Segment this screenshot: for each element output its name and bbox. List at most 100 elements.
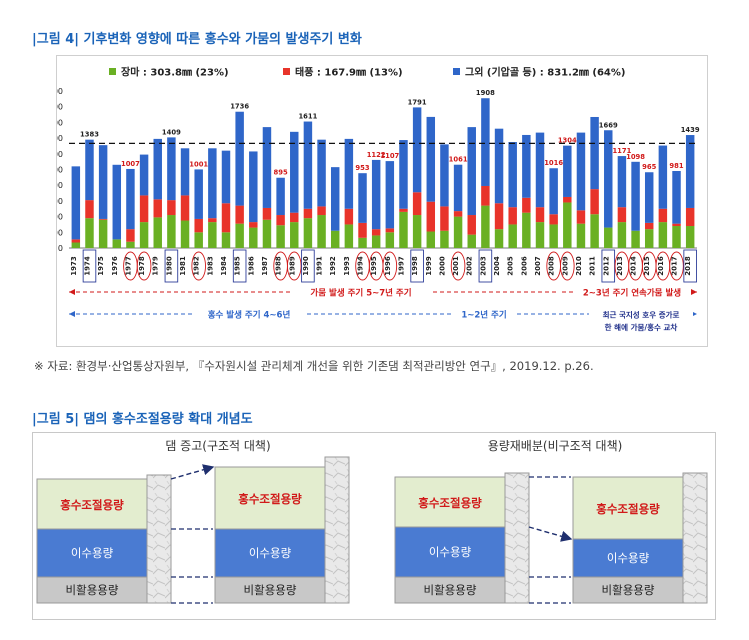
- data-label: 1791: [408, 98, 427, 106]
- bar-segment: [563, 145, 572, 197]
- bar-segment: [399, 140, 408, 209]
- left-raise-arrow: [170, 464, 215, 480]
- bar-segment: [180, 148, 190, 196]
- bar-segment: [631, 230, 640, 248]
- y-tick-label: 1,200: [57, 150, 63, 159]
- data-label: 953: [355, 164, 369, 172]
- bar-segment: [672, 223, 681, 227]
- x-tick-label: 2001: [452, 256, 460, 276]
- bar-segment: [139, 195, 149, 223]
- bar-segment: [85, 218, 94, 248]
- x-tick-label: 1973: [70, 256, 78, 276]
- bar-segment: [385, 161, 395, 229]
- dam-capacity-diagram-svg: 댐 증고(구조적 대책) 홍수조절용량 이수용량 비활용용량 홍수조절용량 이수…: [36, 438, 708, 604]
- bar-segment: [481, 98, 490, 186]
- bar-segment: [317, 206, 326, 216]
- x-tick-label: 2009: [561, 256, 569, 276]
- bar-segment: [576, 210, 586, 224]
- bar-segment: [658, 208, 668, 223]
- x-tick-label: 1998: [411, 256, 419, 276]
- bar-segment: [330, 230, 340, 248]
- bar-segment: [317, 215, 326, 248]
- bar-segment: [276, 215, 285, 226]
- data-label: 1611: [298, 113, 317, 121]
- data-label: 1122: [367, 151, 386, 159]
- y-tick-label: 600: [57, 197, 63, 206]
- bar-segment: [522, 134, 531, 198]
- data-label: 1007: [121, 160, 140, 168]
- bar-segment: [194, 169, 203, 219]
- right-before-water-label: 이수용량: [429, 545, 472, 559]
- recent-note-bg: [589, 307, 693, 337]
- x-tick-label: 2005: [507, 256, 515, 276]
- bar-segment: [208, 218, 217, 223]
- figure-4-source: ※ 자료: 환경부·산업통상자원부, 『수자원시설 관리체계 개선을 위한 기존…: [34, 359, 594, 373]
- bar-segment: [303, 208, 313, 219]
- left-after-flood-box: [214, 466, 326, 530]
- data-label: 1061: [449, 156, 468, 164]
- bar-segment: [235, 111, 244, 206]
- bar-segment: [139, 222, 149, 248]
- bar-segment: [549, 168, 558, 215]
- bar-segment: [426, 201, 436, 232]
- x-tick-label: 1994: [357, 256, 365, 276]
- left-before-flood-box: [36, 478, 148, 530]
- bar-segment: [563, 202, 572, 248]
- year-circle: [136, 251, 152, 281]
- year-circle: [286, 251, 302, 281]
- y-tick-label: 800: [57, 181, 63, 190]
- bar-segment: [535, 207, 545, 223]
- left-after-inactive-label: 비활용용량: [244, 583, 297, 597]
- bar-segment: [385, 228, 395, 233]
- right-reallocation-arrow: [528, 526, 573, 542]
- year-box: [164, 249, 179, 283]
- x-tick-label: 1977: [124, 256, 132, 276]
- x-tick-label: 1993: [343, 256, 351, 276]
- bar-segment: [317, 139, 326, 207]
- x-tick-label: 1996: [384, 256, 392, 276]
- bar-segment: [235, 223, 244, 248]
- bar-segment: [453, 164, 463, 212]
- x-tick-label: 2008: [548, 256, 556, 276]
- bar-segment: [358, 237, 367, 248]
- data-label: 1171: [612, 147, 631, 155]
- figure-4-title: |그림 4| 기후변화 영향에 따른 홍수와 가뭄의 발생주기 변화: [32, 32, 362, 47]
- bar-segment: [494, 128, 504, 204]
- bar-segment: [412, 107, 422, 193]
- bar-segment: [494, 203, 504, 230]
- x-tick-label: 1997: [397, 256, 405, 276]
- bar-segment: [604, 130, 613, 228]
- right-after-inactive-box: [572, 576, 684, 604]
- recent-note-line2: 한 해에 가뭄/홍수 교차: [605, 322, 678, 332]
- x-tick-label: 2000: [438, 256, 446, 276]
- x-tick-label: 2010: [575, 256, 583, 276]
- bar-segment: [276, 177, 285, 216]
- drought-cycle-label: 가뭄 발생 주기 5~7년 주기: [310, 288, 411, 299]
- bar-segment: [617, 222, 627, 248]
- bar-segment: [235, 205, 244, 224]
- bar-segment: [685, 207, 695, 227]
- bar-segment: [71, 166, 81, 240]
- x-tick-label: 1985: [234, 256, 242, 276]
- bar-segment: [672, 170, 681, 224]
- data-label: 1016: [544, 159, 563, 167]
- right-after-inactive-label: 비활용용량: [602, 583, 655, 597]
- x-tick-label: 1976: [111, 256, 119, 276]
- period-1-2-bg: [453, 307, 515, 320]
- bar-segment: [249, 151, 258, 223]
- bar-segment: [139, 154, 149, 196]
- y-tick-label: 1,600: [57, 118, 63, 127]
- bar-segment: [508, 207, 517, 225]
- year-box: [683, 249, 697, 283]
- x-tick-label: 2017: [671, 256, 679, 276]
- bar-segment: [85, 139, 94, 201]
- bar-segment: [358, 222, 367, 238]
- legend-swatch: [453, 68, 460, 75]
- bar-segment: [576, 132, 586, 211]
- bar-segment: [290, 212, 299, 223]
- bar-segment: [549, 224, 558, 248]
- drought-arrow-right: [691, 289, 697, 295]
- bar-segment: [98, 219, 108, 248]
- bar-segment: [290, 131, 299, 213]
- bar-segment: [276, 225, 285, 248]
